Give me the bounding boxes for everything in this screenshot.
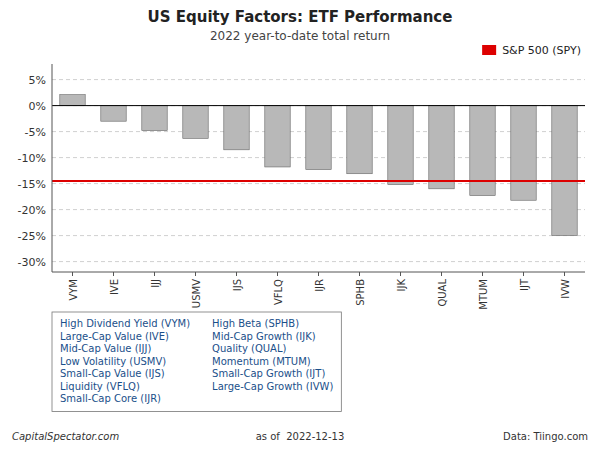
x-tick	[72, 272, 73, 276]
x-tick-label: QUAL	[437, 279, 448, 307]
y-tick-label: -10%	[18, 152, 46, 165]
annotation: Liquidity (VFLQ)	[60, 381, 140, 392]
x-tick-label: VFLQ	[273, 279, 284, 305]
annotation: Large-Cap Value (IVE)	[60, 331, 169, 342]
bar	[511, 106, 536, 201]
bar	[347, 106, 372, 174]
x-tick	[564, 272, 565, 276]
x-tick	[523, 272, 524, 276]
x-tick-label: IJJ	[150, 279, 161, 288]
annotation-box: High Dividend Yield (VYM) Large-Cap Value…	[52, 312, 341, 412]
legend-swatch	[482, 45, 496, 55]
zero-line	[52, 105, 585, 106]
grid-line	[52, 79, 585, 80]
y-tick-label: -30%	[18, 256, 46, 269]
legend: S&P 500 (SPY)	[482, 44, 581, 57]
x-tick-label: IVE	[109, 279, 120, 295]
x-tick	[482, 272, 483, 276]
title: US Equity Factors: ETF Performance	[148, 8, 453, 26]
grid-line	[52, 235, 585, 236]
y-tick-label: 0%	[29, 100, 46, 113]
annotation: Small-Cap Core (IJR)	[60, 393, 161, 404]
x-tick	[400, 272, 401, 276]
bar	[60, 95, 85, 106]
grid-line	[52, 183, 585, 184]
x-tick-label: IJK	[396, 279, 407, 292]
x-tick-label: MTUM	[478, 279, 489, 310]
y-tick-label: -15%	[18, 178, 46, 191]
x-tick-label: IJT	[519, 278, 530, 291]
annotation-frame	[52, 312, 341, 412]
bar	[183, 106, 208, 139]
bar	[224, 106, 249, 150]
footer: as of 2022-12-13	[256, 431, 345, 442]
x-tick-label: IJS	[232, 279, 243, 291]
legend-label: S&P 500 (SPY)	[502, 44, 581, 57]
annotation: High Beta (SPHB)	[212, 318, 299, 329]
footer: Data: Tiingo.com	[503, 431, 588, 442]
annotation: High Dividend Yield (VYM)	[60, 318, 190, 329]
y-axis-line	[52, 64, 53, 272]
x-tick-label: SPHB	[355, 279, 366, 306]
x-tick-label: IVW	[560, 279, 571, 299]
bar	[265, 106, 290, 167]
subtitle: 2022 year-to-date total return	[210, 29, 390, 43]
bar	[388, 106, 413, 185]
footer: CapitalSpectator.com	[12, 431, 119, 442]
annotation: Low Volatility (USMV)	[60, 356, 166, 367]
y-tick-label: 5%	[29, 74, 46, 87]
x-tick	[318, 272, 319, 276]
grid-line	[52, 105, 585, 106]
bar	[101, 106, 126, 122]
x-tick-label: IJR	[314, 279, 325, 292]
annotation: Small-Cap Value (IJS)	[60, 368, 165, 379]
y-tick-label: -25%	[18, 230, 46, 243]
bar	[142, 106, 167, 131]
x-tick	[236, 272, 237, 276]
chart: US Equity Factors: ETF Performance 2022 y…	[0, 0, 600, 450]
annotation: Small-Cap Growth (IJT)	[212, 368, 325, 379]
bar	[429, 106, 454, 189]
grid-line	[52, 261, 585, 262]
y-tick-label: -5%	[25, 126, 46, 139]
x-tick	[277, 272, 278, 276]
x-tick	[195, 272, 196, 276]
x-tick	[113, 272, 114, 276]
bar	[552, 106, 577, 236]
annotation: Momentum (MTUM)	[212, 356, 311, 367]
x-tick-label: VYM	[68, 279, 79, 301]
bar	[306, 106, 331, 170]
grid-line	[52, 209, 585, 210]
x-tick	[359, 272, 360, 276]
x-tick	[154, 272, 155, 276]
annotation: Large-Cap Growth (IVW)	[212, 381, 333, 392]
annotation: Quality (QUAL)	[212, 343, 286, 354]
annotation: Mid-Cap Growth (IJK)	[212, 331, 316, 342]
annotation: Mid-Cap Value (IJJ)	[60, 343, 151, 354]
x-tick	[441, 272, 442, 276]
plot-area	[52, 95, 585, 236]
x-tick-label: USMV	[191, 279, 202, 308]
reference-line	[52, 180, 585, 182]
y-tick-label: -20%	[18, 204, 46, 217]
